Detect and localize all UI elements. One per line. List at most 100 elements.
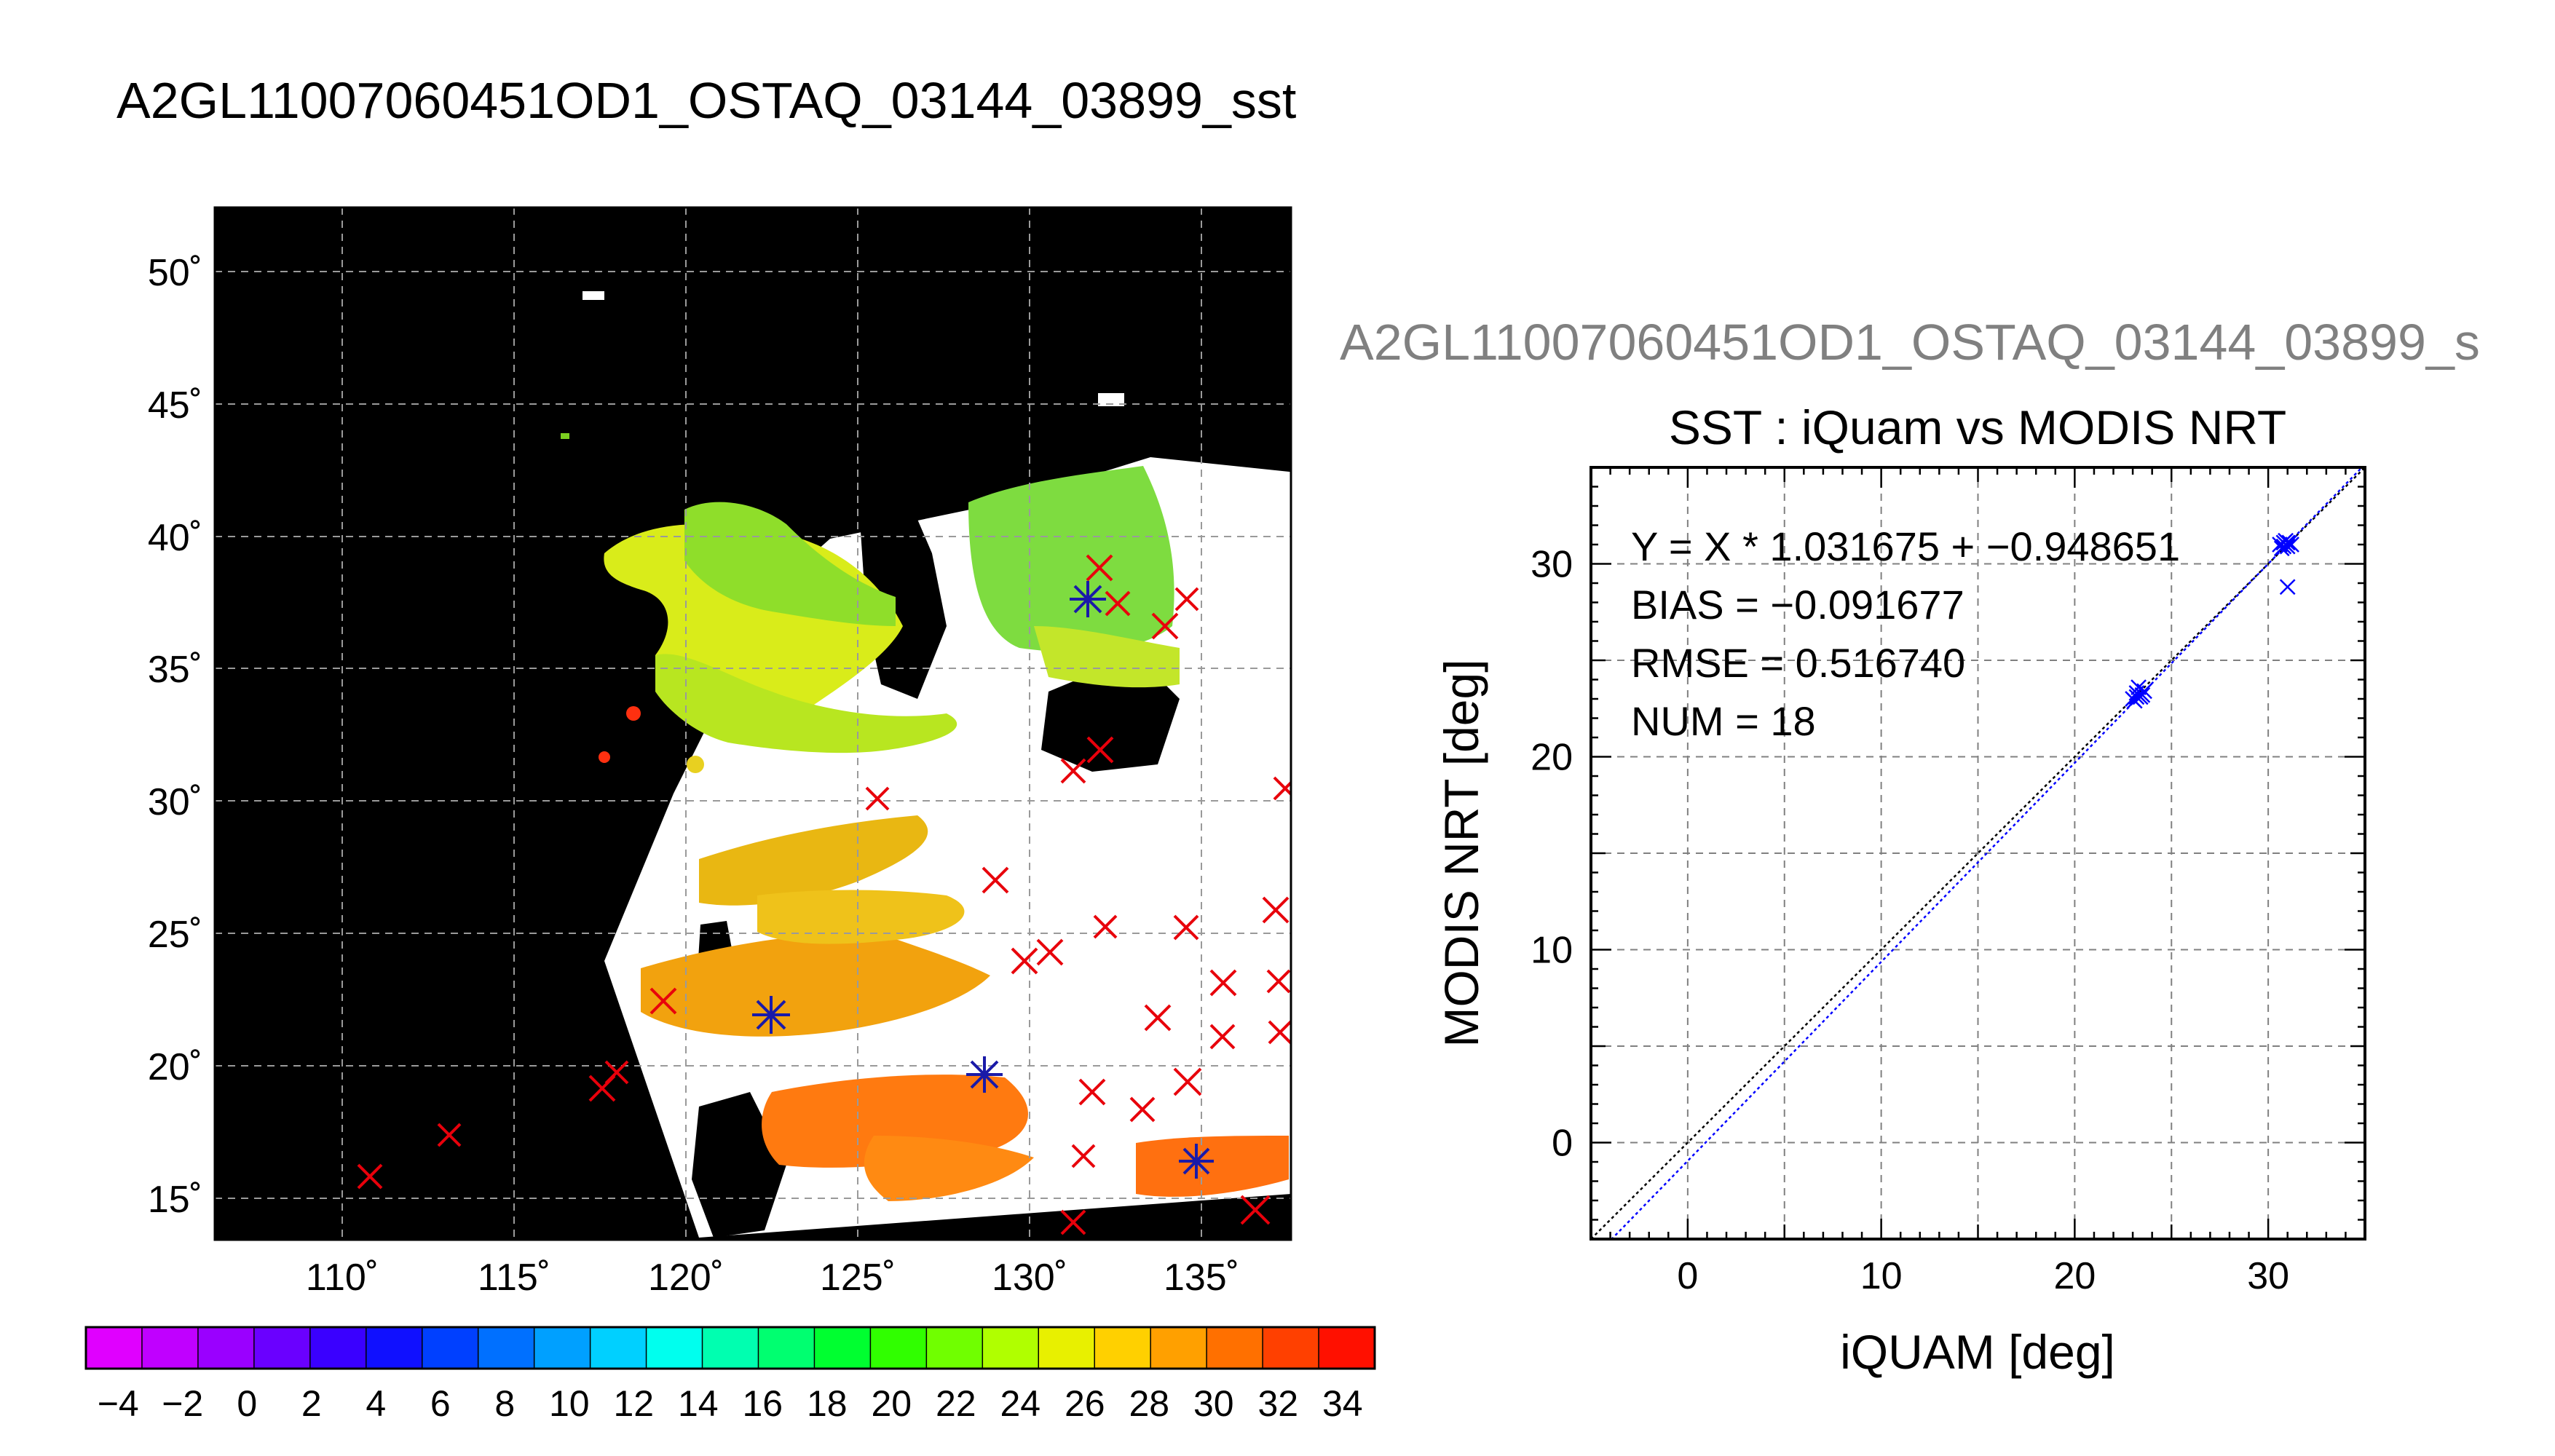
buoy-marker xyxy=(982,866,1009,894)
lon-tick-label: 125˚ xyxy=(820,1257,896,1299)
scatter-panel: A2GL11007060451OD1_OSTAQ_03144_03899_s S… xyxy=(1340,314,2480,1379)
colorbar-cell xyxy=(870,1327,927,1369)
lon-tick-labels: 110˚ 115˚ 120˚ 125˚ 130˚ 135˚ xyxy=(306,1257,1239,1299)
colorbar-cells xyxy=(86,1327,1375,1369)
buoy-marker xyxy=(1240,1195,1271,1225)
y-axis-label: MODIS NRT [deg] xyxy=(1434,659,1488,1047)
colorbar-label: 2 xyxy=(301,1383,322,1424)
colorbar-cell xyxy=(478,1327,535,1369)
x-tick-labels: 0 10 20 30 xyxy=(1677,1255,2289,1297)
scatter-ticks xyxy=(1591,467,2365,1239)
colorbar-label: 10 xyxy=(549,1383,590,1424)
x-tick-label: 10 xyxy=(1860,1255,1903,1297)
y-tick-labels: 0 10 20 30 xyxy=(1531,544,1573,1165)
lat-tick-label: 30˚ xyxy=(148,781,202,823)
sst-red-spot-1 xyxy=(626,706,641,721)
scatter-point xyxy=(2136,683,2152,700)
lat-tick-label: 40˚ xyxy=(148,517,202,559)
lat-tick-labels: 50˚ 45˚ 40˚ 35˚ 30˚ 25˚ 20˚ 15˚ xyxy=(148,252,202,1221)
colorbar-cell xyxy=(1319,1327,1375,1369)
scatter-points xyxy=(2125,532,2299,709)
buoy-marker xyxy=(1086,554,1113,582)
scatter-grid xyxy=(1591,467,2365,1239)
colorbar-cell xyxy=(982,1327,1039,1369)
colorbar-label: 24 xyxy=(1000,1383,1040,1424)
sst-luzon-strait xyxy=(757,890,965,944)
lon-tick-label: 135˚ xyxy=(1164,1257,1239,1299)
colorbar-label: 8 xyxy=(494,1383,515,1424)
lat-tick-label: 25˚ xyxy=(148,914,202,956)
match-marker xyxy=(752,996,790,1034)
colorbar-cell xyxy=(309,1327,367,1369)
map-grid xyxy=(215,207,1291,1240)
colorbar-cell xyxy=(197,1327,255,1369)
colorbar-label: 20 xyxy=(871,1383,912,1424)
lon-tick-label: 120˚ xyxy=(648,1257,724,1299)
colorbar-cell xyxy=(534,1327,591,1369)
colorbar-label: −2 xyxy=(162,1383,203,1424)
buoy-marker xyxy=(1209,1024,1236,1050)
buoy-marker xyxy=(1071,1144,1096,1168)
sst-white-speck-2 xyxy=(1098,393,1124,406)
colorbar-cell xyxy=(1038,1327,1095,1369)
scatter-point xyxy=(2128,689,2145,705)
colorbar-cell xyxy=(86,1327,143,1369)
scatter-point xyxy=(2279,538,2296,555)
colorbar-label: 32 xyxy=(1257,1383,1298,1424)
colorbar-label: 26 xyxy=(1065,1383,1105,1424)
colorbar-label: 34 xyxy=(1322,1383,1363,1424)
y-tick-label: 10 xyxy=(1531,930,1573,972)
lat-tick-label: 20˚ xyxy=(148,1046,202,1088)
match-marker xyxy=(1070,581,1106,617)
colorbar: −4 −2 0 2 4 6 8 10 12 14 16 18 20 22 24 26 28 30 32 34 xyxy=(84,1326,1376,1424)
sst-taiwan-strait xyxy=(699,815,928,906)
colorbar-cell xyxy=(1207,1327,1263,1369)
colorbar-cell xyxy=(758,1327,815,1369)
lat-tick-label: 35˚ xyxy=(148,649,202,691)
colorbar-cell xyxy=(1263,1327,1319,1369)
colorbar-cell xyxy=(366,1327,423,1369)
identity-line xyxy=(1591,467,2365,1239)
sst-map: 50˚ 45˚ 40˚ 35˚ 30˚ 25˚ 20˚ 15˚ 110˚ 115… xyxy=(148,206,1292,1299)
match-marker xyxy=(966,1056,1003,1093)
match-markers xyxy=(752,581,1214,1179)
buoy-marker xyxy=(1262,896,1290,924)
lat-tick-label: 50˚ xyxy=(148,252,202,294)
sst-bohai-green xyxy=(684,502,896,626)
colorbar-cell xyxy=(422,1327,479,1369)
buoy-marker xyxy=(1266,969,1291,994)
colorbar-label: 0 xyxy=(237,1383,257,1424)
colorbar-label: 30 xyxy=(1193,1383,1234,1424)
scatter-point xyxy=(2134,687,2151,703)
colorbar-label: 28 xyxy=(1129,1383,1169,1424)
colorbar-labels: −4 −2 0 2 4 6 8 10 12 14 16 18 20 22 24 26 28 30 32 34 xyxy=(98,1383,1363,1424)
buoy-marker xyxy=(1086,736,1114,764)
buoy-marker xyxy=(1144,1004,1172,1032)
sst-south-china-sea-north xyxy=(641,932,990,1037)
colorbar-label: 18 xyxy=(807,1383,848,1424)
sst-sea-of-japan xyxy=(968,466,1174,652)
buoy-marker xyxy=(1060,1209,1086,1235)
map-frame xyxy=(213,206,1292,1241)
lon-tick-label: 115˚ xyxy=(478,1257,550,1299)
colorbar-frame xyxy=(84,1326,1376,1370)
y-tick-label: 30 xyxy=(1531,544,1573,586)
buoy-marker xyxy=(1093,914,1118,939)
sst-green-speck xyxy=(561,433,569,439)
colorbar-cell xyxy=(646,1327,703,1369)
buoy-marker xyxy=(865,786,890,811)
page-title: A2GL11007060451OD1_OSTAQ_03144_03899_sst xyxy=(117,72,1296,129)
scatter-point xyxy=(2279,534,2296,551)
lat-tick-label: 45˚ xyxy=(148,384,202,427)
y-tick-label: 0 xyxy=(1552,1123,1573,1165)
buoy-marker xyxy=(1060,758,1086,784)
buoy-marker xyxy=(1078,1078,1106,1106)
colorbar-label: 14 xyxy=(678,1383,719,1424)
buoy-marker xyxy=(1011,947,1038,975)
lon-tick-label: 110˚ xyxy=(306,1257,379,1299)
scatter-stats: Y = X * 1.031675 + −0.948651 BIAS = −0.0… xyxy=(1631,523,2180,744)
buoy-marker xyxy=(1174,587,1199,612)
x-tick-label: 20 xyxy=(2053,1255,2096,1297)
x-axis-label: iQUAM [deg] xyxy=(1840,1325,2115,1379)
bias-stat: BIAS = −0.091677 xyxy=(1631,582,1964,628)
